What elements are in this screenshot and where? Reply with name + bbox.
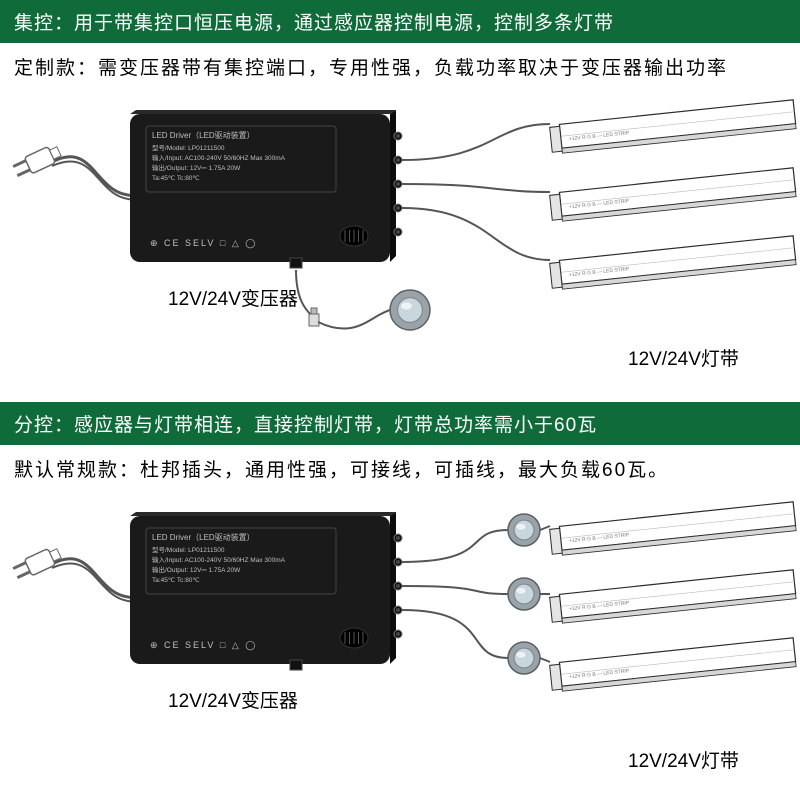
sub-text-2: 默认常规款：杜邦插头，通用性强，可接线，可插线，最大负载60瓦。 bbox=[0, 445, 800, 488]
diagram-centralized: LED Driver（LED驱动装置）型号/Model: LP01211500输… bbox=[0, 86, 800, 396]
sub-text-content-1: 定制款：需变压器带有集控端口，专用性强，负载功率取决于变压器输出功率 bbox=[14, 58, 728, 79]
device-label-line: 型号/Model: LP01211500 bbox=[152, 143, 225, 152]
wire bbox=[402, 530, 508, 562]
power-plug-icon bbox=[12, 545, 63, 582]
led-strip: +12V R G B — LED STRIP bbox=[549, 168, 796, 222]
transformer-label: 12V/24V变压器 bbox=[168, 284, 298, 311]
diagram-distributed: LED Driver（LED驱动装置）型号/Model: LP01211500输… bbox=[0, 488, 800, 798]
section-centralized: 集控：用于带集控口恒压电源，通过感应器控制电源，控制多条灯带 定制款：需变压器带… bbox=[0, 0, 800, 396]
power-plug-icon bbox=[12, 143, 63, 180]
device-label-line: LED Driver（LED驱动装置） bbox=[152, 532, 255, 542]
led-strip: +12V R G B — LED STRIP bbox=[549, 570, 796, 624]
transformer-label: 12V/24V变压器 bbox=[168, 686, 298, 713]
sensor-wire bbox=[296, 270, 312, 316]
device-label-line: LED Driver（LED驱动装置） bbox=[152, 130, 255, 140]
section-distributed: 分控：感应器与灯带相连，直接控制灯带，灯带总功率需小于60瓦 默认常规款：杜邦插… bbox=[0, 402, 800, 798]
strip-label: 12V/24V灯带 bbox=[628, 746, 739, 773]
led-strip: +12V R G B — LED STRIP bbox=[549, 236, 796, 290]
header-bar-1: 集控：用于带集控口恒压电源，通过感应器控制电源，控制多条灯带 bbox=[0, 0, 800, 43]
device-cert-line: ⊕ CE SELV □ △ ◯ bbox=[150, 640, 257, 651]
sensor-icon bbox=[508, 642, 540, 674]
led-strip: +12V R G B — LED STRIP bbox=[549, 100, 796, 154]
led-strip: +12V R G B — LED STRIP bbox=[549, 638, 796, 692]
transformer-top bbox=[130, 110, 396, 114]
sensor-icon bbox=[508, 578, 540, 610]
sub-text-1: 定制款：需变压器带有集控端口，专用性强，负载功率取决于变压器输出功率 bbox=[0, 43, 800, 86]
wire bbox=[402, 586, 508, 594]
wire bbox=[402, 610, 508, 658]
wire bbox=[402, 124, 550, 160]
device-cert-line: ⊕ CE SELV □ △ ◯ bbox=[150, 238, 257, 249]
device-label-line: Ta:45℃ Tc:80℃ bbox=[152, 175, 200, 182]
device-label-line: 型号/Model: LP01211500 bbox=[152, 545, 225, 554]
device-label-line: 输出/Output: 12V⎓ 1.75A 20W bbox=[152, 163, 241, 172]
sensor-icon bbox=[390, 290, 430, 330]
device-label-line: 输出/Output: 12V⎓ 1.75A 20W bbox=[152, 565, 241, 574]
wire bbox=[540, 526, 550, 530]
sub-text-content-2: 默认常规款：杜邦插头，通用性强，可接线，可插线，最大负载60瓦。 bbox=[14, 460, 669, 481]
connector bbox=[309, 314, 319, 326]
led-strip: +12V R G B — LED STRIP bbox=[549, 502, 796, 556]
control-port bbox=[290, 258, 302, 268]
header-bar-2: 分控：感应器与灯带相连，直接控制灯带，灯带总功率需小于60瓦 bbox=[0, 402, 800, 445]
device-label-line: 输入/Input: AC100-240V 50/60HZ Max 300mA bbox=[152, 555, 286, 564]
wire bbox=[402, 208, 550, 260]
strip-label: 12V/24V灯带 bbox=[628, 344, 739, 371]
control-port bbox=[290, 660, 302, 670]
transformer-top bbox=[130, 512, 396, 516]
sensor-wire bbox=[318, 310, 390, 329]
wire bbox=[540, 658, 550, 662]
device-label-line: 输入/Input: AC100-240V 50/60HZ Max 300mA bbox=[152, 153, 286, 162]
device-label-line: Ta:45℃ Tc:80℃ bbox=[152, 577, 200, 584]
wire bbox=[402, 184, 550, 192]
header-text-1: 集控：用于带集控口恒压电源，通过感应器控制电源，控制多条灯带 bbox=[14, 13, 614, 34]
sensor-icon bbox=[508, 514, 540, 546]
header-text-2: 分控：感应器与灯带相连，直接控制灯带，灯带总功率需小于60瓦 bbox=[14, 415, 597, 436]
